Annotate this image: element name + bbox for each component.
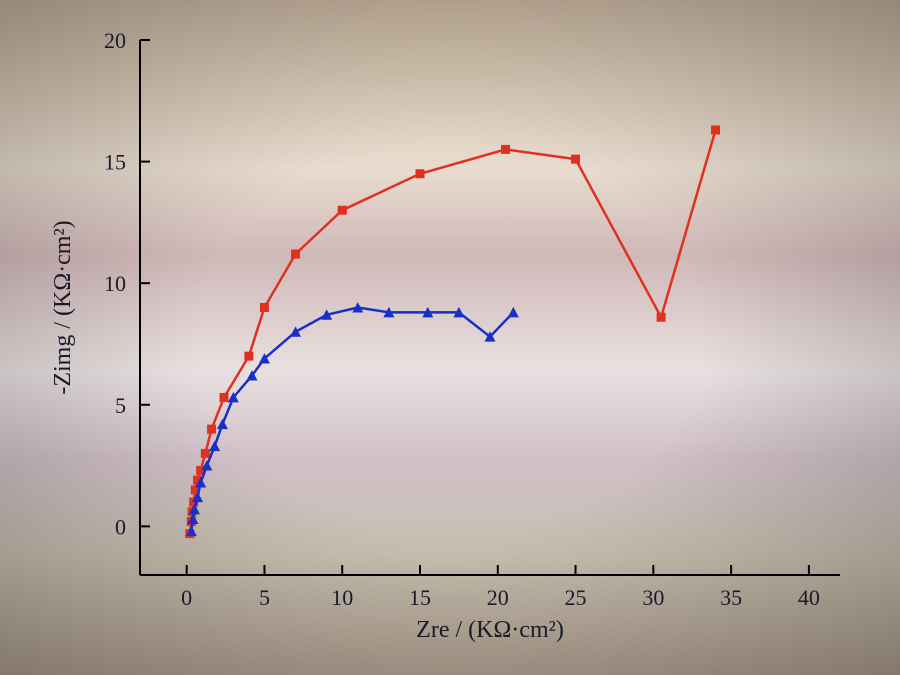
y-tick-label: 20: [104, 28, 126, 53]
x-tick-label: 15: [409, 585, 431, 610]
x-tick-label: 0: [181, 585, 192, 610]
x-tick-label: 30: [642, 585, 664, 610]
y-tick-label: 15: [104, 150, 126, 175]
square-marker-icon: [416, 169, 425, 178]
x-axis-ticks: 0 5 10 15 20 25 30 35 40: [181, 565, 820, 610]
triangle-marker-icon: [209, 441, 220, 451]
square-marker-icon: [260, 303, 269, 312]
series-blue-triangles-line: [191, 308, 513, 532]
y-axis-title: -Zimg / (KΩ·cm²): [50, 220, 76, 394]
series-group: [185, 125, 720, 538]
y-axis-ticks: 0 5 10 15 20: [104, 28, 150, 539]
square-marker-icon: [291, 250, 300, 259]
x-tick-label: 20: [487, 585, 509, 610]
x-tick-label: 5: [259, 585, 270, 610]
triangle-marker-icon: [217, 419, 228, 429]
square-marker-icon: [571, 155, 580, 164]
series-red-squares: [185, 125, 720, 538]
triangle-marker-icon: [508, 307, 519, 317]
x-axis-title: Zre / (KΩ·cm²): [416, 617, 564, 643]
svg-text:Zre / (KΩ·cm²): Zre / (KΩ·cm²): [416, 617, 564, 643]
square-marker-icon: [711, 125, 720, 134]
nyquist-chart: 0 5 10 15 20 25 30 35 40 0 5 10 15 20 Zre / (KΩ·cm²)…: [0, 0, 900, 675]
plot-frame: [140, 40, 840, 575]
square-marker-icon: [201, 449, 210, 458]
x-tick-label: 40: [798, 585, 820, 610]
x-tick-label: 35: [720, 585, 742, 610]
square-marker-icon: [244, 352, 253, 361]
square-marker-icon: [220, 393, 229, 402]
svg-text:-Zimg / (KΩ·cm²): -Zimg / (KΩ·cm²): [50, 220, 76, 394]
square-marker-icon: [657, 313, 666, 322]
x-tick-label: 10: [331, 585, 353, 610]
y-tick-label: 10: [104, 271, 126, 296]
triangle-marker-icon: [290, 326, 301, 336]
y-tick-label: 0: [115, 514, 126, 539]
series-red-squares-line: [190, 130, 716, 534]
series-blue-triangles: [186, 302, 519, 536]
square-marker-icon: [338, 206, 347, 215]
square-marker-icon: [207, 425, 216, 434]
y-tick-label: 5: [115, 393, 126, 418]
square-marker-icon: [501, 145, 510, 154]
x-tick-label: 25: [565, 585, 587, 610]
